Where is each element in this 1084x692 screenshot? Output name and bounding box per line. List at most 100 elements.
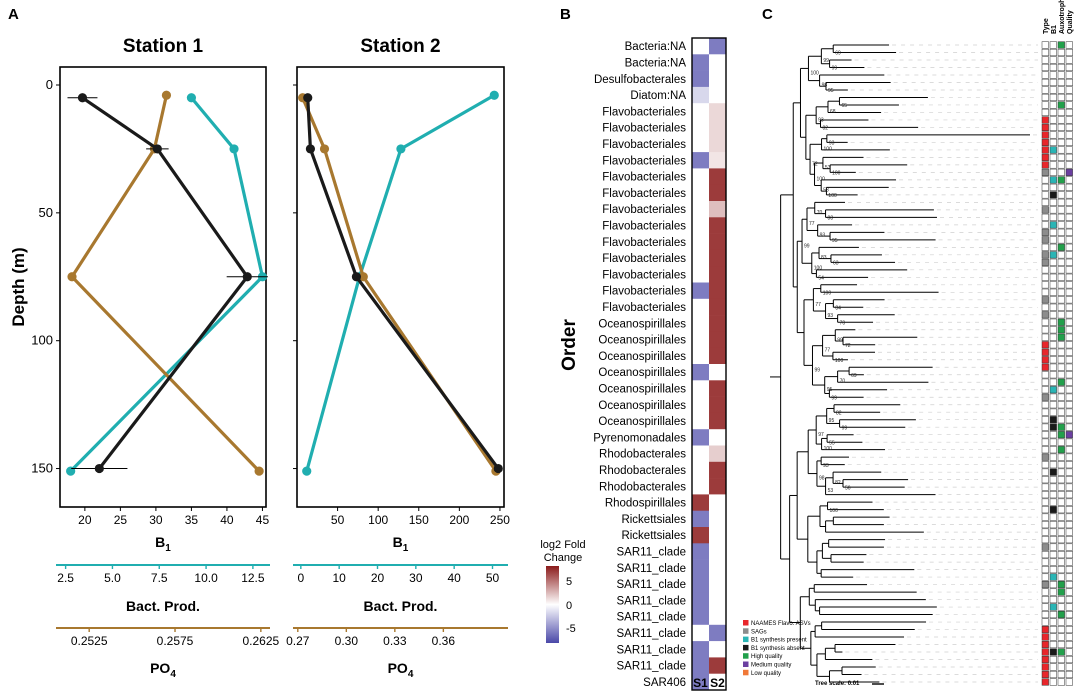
tip-square-auxotroph	[1057, 251, 1065, 259]
tip-square-auxotroph	[1057, 603, 1065, 611]
tip-square-b1	[1049, 640, 1057, 649]
tip-square-auxotroph	[1057, 633, 1065, 641]
series-line-b1	[305, 93, 496, 472]
tip-square-quality	[1065, 521, 1073, 529]
tip-square-quality	[1065, 86, 1073, 94]
tip-square-quality	[1065, 558, 1073, 566]
tip-square-b1	[1049, 326, 1057, 334]
heat-cell	[692, 168, 709, 185]
tip-square-type	[1041, 521, 1049, 529]
tip-square-b1	[1049, 393, 1057, 401]
tip-square-type	[1041, 431, 1049, 439]
axis-title-main: Bact. Prod.	[126, 598, 200, 614]
tip-square-b1	[1049, 41, 1057, 49]
tip-square-type	[1041, 243, 1049, 251]
tip-square-auxotroph	[1057, 670, 1065, 679]
heat-cell	[692, 543, 709, 560]
bootstrap-value: 100	[810, 70, 819, 76]
tip-square-type	[1041, 153, 1049, 161]
axis-title-subscript: 1	[165, 543, 171, 554]
heat-row-label: Oceanospirillales	[598, 351, 686, 363]
tip-square-quality	[1065, 603, 1073, 611]
tip-square-quality	[1065, 543, 1073, 551]
axis-title-bact_prod: Bact. Prod.	[126, 598, 200, 614]
tip-square-type	[1041, 251, 1049, 259]
tip-square-auxotroph	[1057, 431, 1065, 439]
tip-square-auxotroph	[1057, 71, 1065, 79]
axis-title-main: PO	[388, 660, 408, 676]
tip-square-quality	[1065, 266, 1073, 274]
tip-square-b1	[1049, 446, 1057, 454]
tip-square-type	[1041, 663, 1049, 671]
axis-title-b1: B1	[155, 534, 171, 554]
heat-row-label: Bacteria:NA	[625, 41, 687, 53]
heat-cell	[692, 282, 709, 300]
tip-square-b1	[1049, 596, 1057, 604]
tip-square-quality	[1065, 258, 1073, 266]
panel-a-letter: A	[8, 6, 19, 23]
series-line-bact_prod	[306, 97, 500, 470]
tip-square-auxotroph	[1057, 303, 1065, 311]
heat-cell	[692, 184, 709, 202]
tip-square-quality	[1065, 273, 1073, 281]
tip-square-auxotroph	[1057, 453, 1065, 461]
bootstrap-value: 77	[809, 221, 815, 227]
tip-square-type	[1041, 536, 1049, 544]
bootstrap-value: 99	[842, 425, 848, 431]
tip-square-b1	[1049, 581, 1057, 589]
heat-cell	[709, 54, 726, 71]
bootstrap-value: 100	[824, 446, 833, 452]
tip-square-type	[1041, 348, 1049, 356]
x-tick-label-bact_prod: 10	[332, 571, 346, 585]
data-point-bact_prod	[77, 93, 88, 103]
axis-title-subscript: 4	[170, 669, 176, 680]
data-point-bact_prod	[242, 272, 252, 282]
tree-column-header: Auxotroph	[1059, 0, 1066, 34]
heat-cell	[709, 624, 726, 642]
tip-square-auxotroph	[1057, 618, 1065, 626]
heat-cell	[692, 429, 709, 446]
x-tick-label-b1: 30	[149, 513, 163, 527]
tip-square-auxotroph	[1057, 528, 1065, 536]
tip-square-quality	[1065, 176, 1073, 184]
tip-square-quality	[1065, 318, 1073, 326]
tip-square-quality	[1065, 453, 1073, 461]
tip-square-b1	[1049, 648, 1057, 656]
tip-square-auxotroph	[1057, 281, 1065, 289]
heat-cell	[709, 673, 726, 691]
legend-tick: 5	[566, 576, 572, 588]
heat-cell	[709, 478, 726, 495]
tip-square-auxotroph	[1057, 131, 1065, 139]
tip-square-auxotroph	[1057, 521, 1065, 529]
bootstrap-value: 100	[832, 171, 841, 177]
heat-row-label: Flavobacteriales	[602, 237, 686, 249]
x-tick-label-bact_prod: 2.5	[57, 571, 74, 585]
bootstrap-value: 53	[828, 488, 834, 494]
tip-square-b1	[1049, 258, 1057, 266]
tip-square-type	[1041, 573, 1049, 581]
tip-square-b1	[1049, 453, 1057, 461]
bootstrap-value: 95	[828, 88, 834, 94]
heat-cell	[709, 608, 726, 626]
axis-title-main: B	[155, 534, 165, 550]
heat-cell	[692, 233, 709, 251]
heat-row-label: Oceanospirillales	[598, 416, 686, 428]
tip-square-quality	[1065, 348, 1073, 356]
tip-square-auxotroph	[1057, 588, 1065, 596]
tip-square-type	[1041, 93, 1049, 102]
tip-square-auxotroph	[1057, 183, 1065, 191]
series-line-b1	[69, 96, 265, 473]
tip-square-b1	[1049, 618, 1057, 626]
tip-square-quality	[1065, 251, 1073, 259]
tip-square-quality	[1065, 640, 1073, 649]
heat-row-label: SAR11_clade	[617, 628, 686, 640]
tip-square-auxotroph	[1057, 461, 1065, 469]
tip-square-b1	[1049, 431, 1057, 439]
tip-square-auxotroph	[1057, 393, 1065, 401]
legend-swatch	[743, 653, 749, 659]
tip-square-auxotroph	[1057, 326, 1065, 334]
tip-square-b1	[1049, 378, 1057, 386]
bootstrap-value: 99	[832, 66, 838, 72]
tip-square-b1	[1049, 356, 1057, 364]
tip-square-b1	[1049, 536, 1057, 544]
